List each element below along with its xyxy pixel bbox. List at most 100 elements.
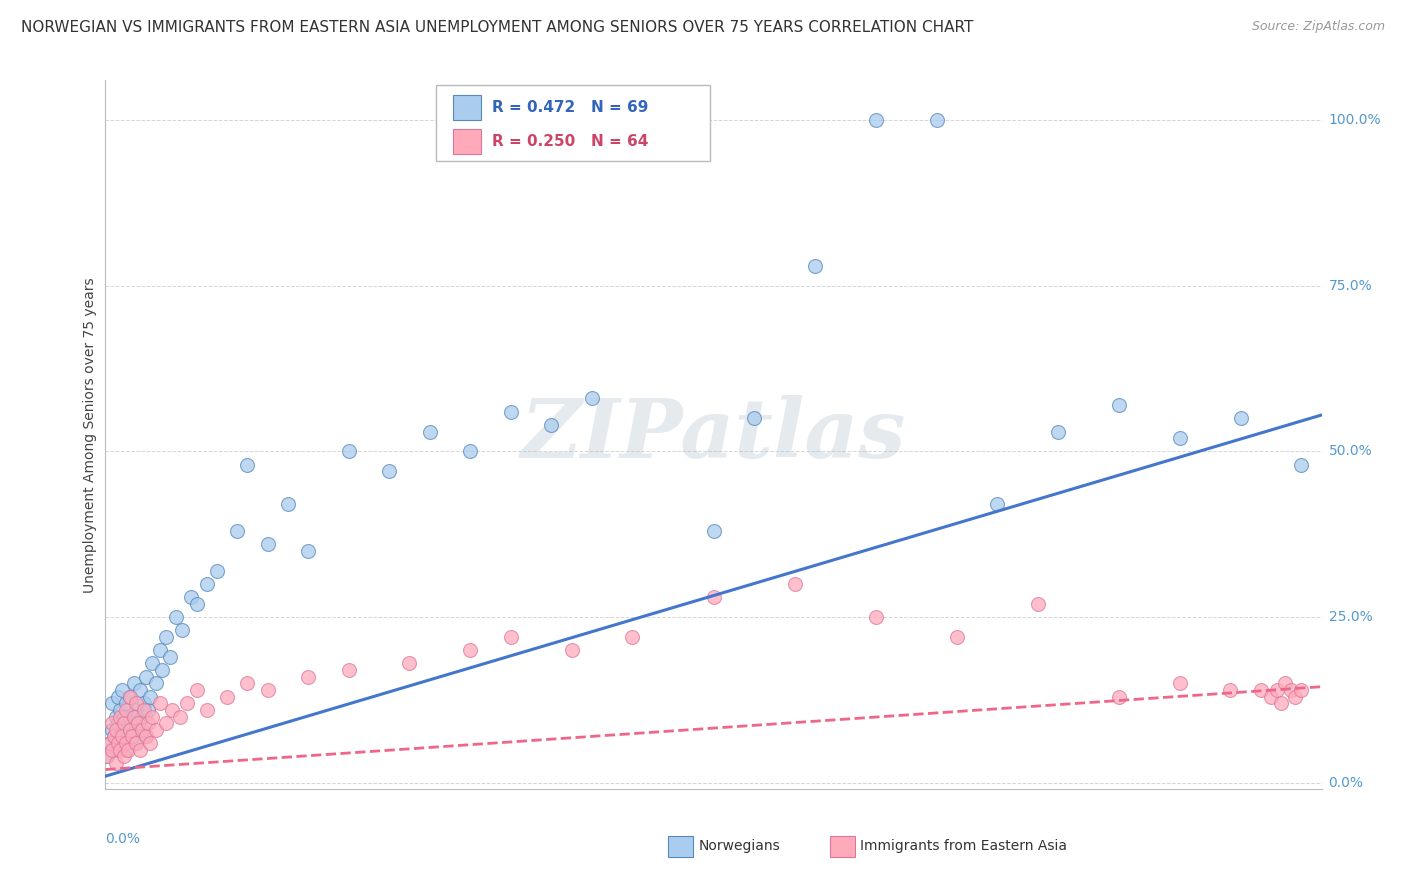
Point [1250,683,1272,698]
Point [256,683,278,698]
Point [458,643,481,657]
Point [162,703,184,717]
Point [107,736,129,750]
Point [111,683,134,698]
Point [1265,683,1288,698]
Point [125,736,148,750]
Point [104,723,127,737]
Point [118,690,141,704]
Point [155,630,177,644]
Point [1291,683,1313,698]
Point [337,663,360,677]
Point [865,113,887,128]
Point [172,624,194,638]
Point [337,444,360,458]
Point [129,683,152,698]
Y-axis label: Unemployment Among Seniors over 75 years: Unemployment Among Seniors over 75 years [83,277,97,592]
Point [129,742,152,756]
Text: Immigrants from Eastern Asia: Immigrants from Eastern Asia [860,838,1067,853]
Point [1108,398,1130,412]
Point [277,498,299,512]
Text: Source: ZipAtlas.com: Source: ZipAtlas.com [1251,20,1385,33]
Point [176,696,198,710]
Point [114,703,136,717]
Point [169,709,191,723]
Point [100,742,122,756]
Point [135,670,157,684]
Point [561,643,583,657]
Point [581,392,603,406]
Text: R = 0.250   N = 64: R = 0.250 N = 64 [492,134,648,149]
Point [111,730,134,744]
Point [297,670,319,684]
Point [1168,676,1191,690]
Point [804,259,827,273]
Point [141,709,163,723]
Text: NORWEGIAN VS IMMIGRANTS FROM EASTERN ASIA UNEMPLOYMENT AMONG SENIORS OVER 75 YEA: NORWEGIAN VS IMMIGRANTS FROM EASTERN ASI… [21,20,973,35]
Point [132,696,155,710]
Point [103,730,125,744]
Point [186,597,208,611]
Point [117,742,139,756]
Point [256,537,278,551]
Point [114,696,136,710]
Point [236,458,259,472]
Point [114,742,136,756]
Point [117,716,139,731]
Point [135,730,157,744]
Point [129,723,152,737]
Point [122,709,145,723]
Point [159,649,181,664]
Point [499,630,522,644]
Text: ZIPatlas: ZIPatlas [520,395,907,475]
Point [127,716,149,731]
Point [108,730,131,744]
Point [186,683,208,698]
Point [458,444,481,458]
Point [1219,683,1241,698]
Point [1229,411,1251,425]
Point [145,676,167,690]
Point [1270,696,1292,710]
Point [118,723,141,737]
Point [180,591,202,605]
Point [1274,676,1296,690]
Point [149,643,172,657]
Point [104,709,127,723]
Point [118,723,141,737]
Point [145,723,167,737]
Point [236,676,259,690]
Text: 50.0%: 50.0% [1329,444,1372,458]
Point [398,657,420,671]
Point [98,736,121,750]
Text: 25.0%: 25.0% [1329,610,1372,624]
Point [100,716,122,731]
Text: R = 0.472   N = 69: R = 0.472 N = 69 [492,100,648,115]
Point [108,709,131,723]
Point [125,696,148,710]
Point [195,703,218,717]
Point [131,723,153,737]
Point [1291,458,1313,472]
Point [1168,431,1191,445]
Point [118,690,141,704]
Text: 75.0%: 75.0% [1329,278,1372,293]
Point [149,696,172,710]
Point [121,730,143,744]
Text: 0.0%: 0.0% [105,832,141,846]
Point [378,464,401,478]
Point [122,709,145,723]
Point [1279,683,1302,698]
Point [945,630,967,644]
Point [621,630,644,644]
Point [112,736,135,750]
Point [783,577,806,591]
Point [121,730,143,744]
Point [150,663,173,677]
Point [96,749,118,764]
Text: 100.0%: 100.0% [1329,113,1381,127]
Point [1260,690,1282,704]
Point [702,524,725,538]
Point [1026,597,1049,611]
Point [297,544,319,558]
